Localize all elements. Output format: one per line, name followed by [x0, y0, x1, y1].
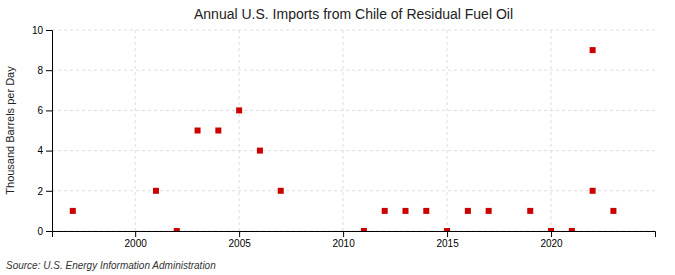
tick-label: 8	[37, 65, 43, 76]
tick-label: 2015	[436, 238, 459, 249]
tick-label: 2020	[540, 238, 563, 249]
tick-label: 2	[37, 186, 43, 197]
tick-label: 0	[37, 226, 43, 237]
grid-line-x	[239, 30, 240, 231]
tick-mark	[46, 70, 52, 71]
tick-mark	[135, 231, 136, 237]
point	[195, 128, 201, 134]
point	[215, 128, 221, 134]
axis-line	[46, 31, 53, 232]
grid-line-y	[52, 190, 655, 191]
point	[610, 208, 616, 214]
points	[70, 47, 617, 231]
y-axis-label: Thousand Barrels per Day	[4, 66, 16, 195]
tick: 6	[37, 105, 52, 116]
tick: 2005	[229, 231, 252, 249]
chart-svg: 2000 2005 2010 2015 2020 0 2 4 6 8 10 Annual U.S. I…	[0, 0, 675, 275]
tick-label: 2005	[229, 238, 252, 249]
grid	[52, 30, 655, 231]
point	[486, 208, 492, 214]
tick-label: 10	[32, 25, 44, 36]
grid-line-x	[551, 30, 552, 231]
plot-area: 2000 2005 2010 2015 2020 0 2 4 6 8 10	[32, 25, 656, 249]
tick-label: 6	[37, 105, 43, 116]
tick-mark	[46, 231, 52, 232]
tick: 8	[37, 65, 52, 76]
point	[590, 47, 596, 53]
x-axis: 2000 2005 2010 2015 2020	[53, 231, 656, 249]
tick: 2020	[540, 231, 563, 249]
axis-line	[53, 232, 656, 238]
tick-mark	[447, 231, 448, 237]
y-axis: 0 2 4 6 8 10	[32, 25, 53, 237]
tick: 0	[37, 226, 52, 237]
point	[548, 228, 554, 231]
tick: 2000	[125, 231, 148, 249]
point	[590, 188, 596, 194]
grid-line-y	[52, 150, 655, 151]
point	[423, 208, 429, 214]
tick-label: 4	[37, 145, 43, 156]
tick-mark	[343, 231, 344, 237]
point	[444, 228, 450, 231]
tick-label: 2010	[332, 238, 355, 249]
tick-mark	[46, 30, 52, 31]
grid-line-y	[52, 70, 655, 71]
point	[257, 148, 263, 154]
point	[70, 208, 76, 214]
tick: 10	[32, 25, 52, 36]
grid-line-x	[135, 30, 136, 231]
tick-mark	[551, 231, 552, 237]
tick-mark	[46, 191, 52, 192]
point	[361, 228, 367, 231]
tick-mark	[46, 151, 52, 152]
tick-mark	[239, 231, 240, 237]
tick-mark	[46, 110, 52, 111]
tick-label: 2000	[125, 238, 148, 249]
tick: 2010	[332, 231, 355, 249]
point	[402, 208, 408, 214]
source: Source: U.S. Energy Information Administ…	[6, 260, 216, 271]
grid-line-x	[447, 30, 448, 231]
point	[278, 188, 284, 194]
point	[236, 107, 242, 113]
grid-line-y	[52, 110, 655, 111]
tick: 4	[37, 145, 52, 156]
tick: 2015	[436, 231, 459, 249]
tick: 2	[37, 186, 52, 197]
point	[465, 208, 471, 214]
point	[569, 228, 575, 231]
point	[174, 228, 180, 231]
point	[382, 208, 388, 214]
grid-line-x	[343, 30, 344, 231]
point	[527, 208, 533, 214]
point	[153, 188, 159, 194]
title: Annual U.S. Imports from Chile of Residu…	[194, 6, 513, 22]
grid-line-y	[52, 30, 655, 31]
